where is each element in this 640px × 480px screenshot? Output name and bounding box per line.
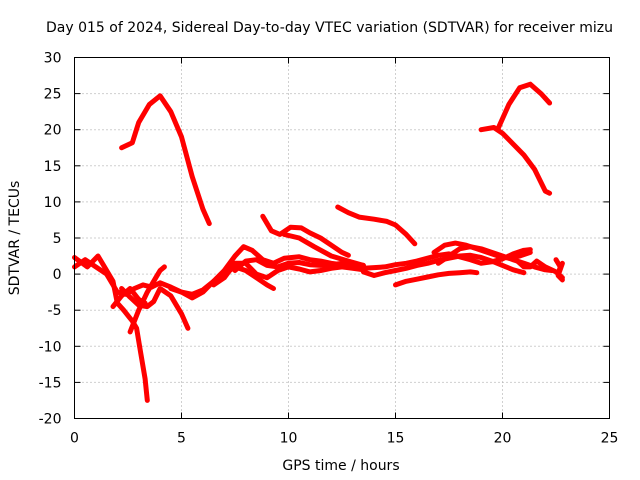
y-tick-label: 10 bbox=[44, 195, 62, 211]
x-tick-label: 15 bbox=[387, 431, 405, 447]
y-tick-label: -20 bbox=[39, 412, 62, 428]
x-tick-label: 0 bbox=[70, 431, 79, 447]
plot-frame bbox=[74, 57, 610, 419]
series-line-sat-s bbox=[506, 253, 565, 281]
series-line-sat-k bbox=[110, 286, 148, 310]
series-line-sat-e bbox=[335, 204, 418, 247]
y-tick-label: 15 bbox=[44, 159, 62, 175]
series-line-sat-t bbox=[553, 257, 565, 283]
series-line-sat-p bbox=[393, 269, 480, 288]
series-line-sat-i bbox=[119, 286, 191, 331]
x-tick-label: 25 bbox=[601, 431, 619, 447]
series-line-sat-g bbox=[72, 253, 150, 403]
series-line-sat-r bbox=[435, 244, 555, 273]
y-tick-label: 20 bbox=[44, 123, 62, 139]
y-tick-label: 25 bbox=[44, 87, 62, 103]
series-line-sat-n bbox=[232, 257, 366, 273]
x-tick-label: 20 bbox=[494, 431, 512, 447]
y-axis-title: SDTVAR / TECUs bbox=[7, 181, 23, 296]
y-tick-label: 5 bbox=[53, 231, 62, 247]
series-group bbox=[72, 81, 565, 403]
series-line-sat-c bbox=[495, 81, 553, 131]
series-line-sat-b bbox=[478, 125, 553, 196]
y-tick-label: 0 bbox=[53, 267, 62, 283]
series-line-sat-d bbox=[260, 213, 351, 258]
x-tick-label: 5 bbox=[177, 431, 186, 447]
grid-lines bbox=[74, 57, 610, 419]
y-tick-label: -10 bbox=[39, 339, 62, 355]
chart-title: Day 015 of 2024, Sidereal Day-to-day VTE… bbox=[46, 20, 613, 36]
y-tick-label: -5 bbox=[48, 303, 62, 319]
x-tick-label: 10 bbox=[280, 431, 298, 447]
y-tick-label: 30 bbox=[44, 51, 62, 67]
series-line-sat-j bbox=[127, 264, 167, 335]
axis-ticks: 0 5 10 15 20 25 -20 -15 -10 -5 0 5 10 15 20 25 30 bbox=[39, 51, 619, 447]
series-line-sat-a bbox=[119, 93, 212, 227]
x-axis-title: GPS time / hours bbox=[282, 458, 399, 474]
y-tick-label: -15 bbox=[39, 375, 62, 391]
series-line-sat-m bbox=[211, 260, 366, 288]
